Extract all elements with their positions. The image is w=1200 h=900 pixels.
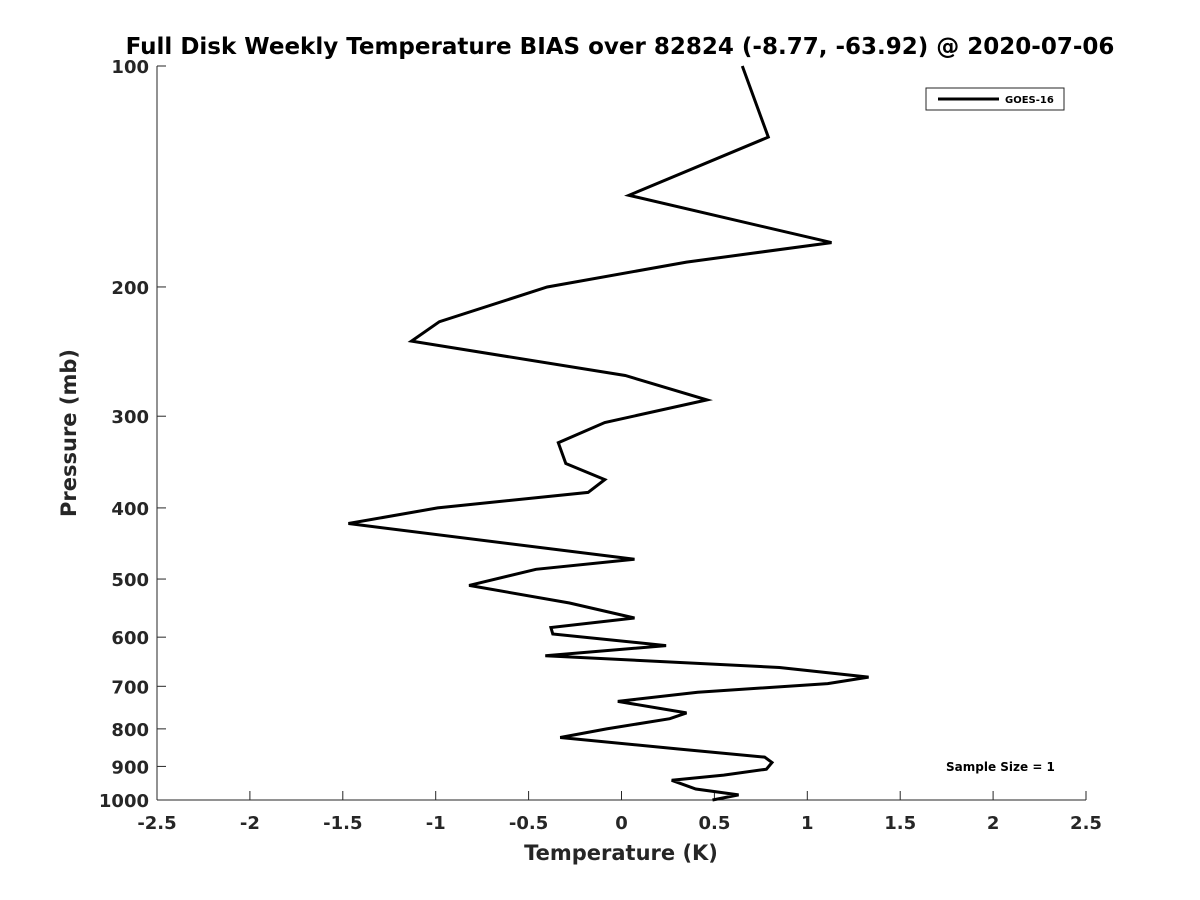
x-tick-label: -2.5	[137, 813, 176, 834]
y-tick-label: 500	[111, 570, 149, 591]
x-tick-label: 1	[801, 813, 814, 834]
chart-title: Full Disk Weekly Temperature BIAS over 8…	[126, 34, 1115, 60]
y-tick-label: 100	[111, 57, 149, 78]
y-ticks: 100 200 300 400 500 600 700 800 900 1000	[99, 57, 166, 812]
x-tick-label: 2	[987, 813, 1000, 834]
x-tick-label: 0.5	[698, 813, 730, 834]
x-tick-label: 1.5	[884, 813, 916, 834]
x-axis-label: Temperature (K)	[524, 841, 718, 865]
legend: GOES-16	[925, 87, 1065, 111]
y-tick-label: 400	[111, 499, 149, 520]
x-tick-label: -1	[426, 813, 446, 834]
y-tick-label: 800	[111, 720, 149, 741]
x-tick-label: -1.5	[323, 813, 362, 834]
y-axis-label: Pressure (mb)	[57, 349, 81, 517]
sample-size-annotation: Sample Size = 1	[946, 760, 1055, 774]
x-tick-label: 0	[615, 813, 628, 834]
y-tick-label: 600	[111, 628, 149, 649]
y-tick-label: 200	[111, 278, 149, 299]
legend-label-goes-16: GOES-16	[1005, 95, 1054, 106]
y-tick-label: 900	[111, 757, 149, 778]
series-line-goes-16	[348, 65, 869, 802]
x-tick-label: -0.5	[509, 813, 548, 834]
plot-area: -2.5 -2 -1.5 -1 -0.5 0 0.5 1 1.5 2 2.5 100 200 300 40…	[99, 57, 1102, 834]
x-tick-label: 2.5	[1070, 813, 1102, 834]
y-tick-label: 300	[111, 407, 149, 428]
x-tick-label: -2	[240, 813, 260, 834]
y-tick-label: 700	[111, 677, 149, 698]
y-tick-label: 1000	[99, 791, 149, 812]
x-ticks: -2.5 -2 -1.5 -1 -0.5 0 0.5 1 1.5 2 2.5	[137, 791, 1102, 834]
